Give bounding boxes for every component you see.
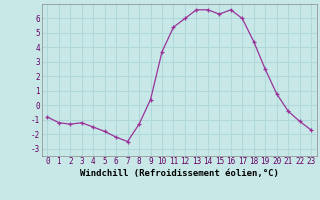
X-axis label: Windchill (Refroidissement éolien,°C): Windchill (Refroidissement éolien,°C)	[80, 169, 279, 178]
